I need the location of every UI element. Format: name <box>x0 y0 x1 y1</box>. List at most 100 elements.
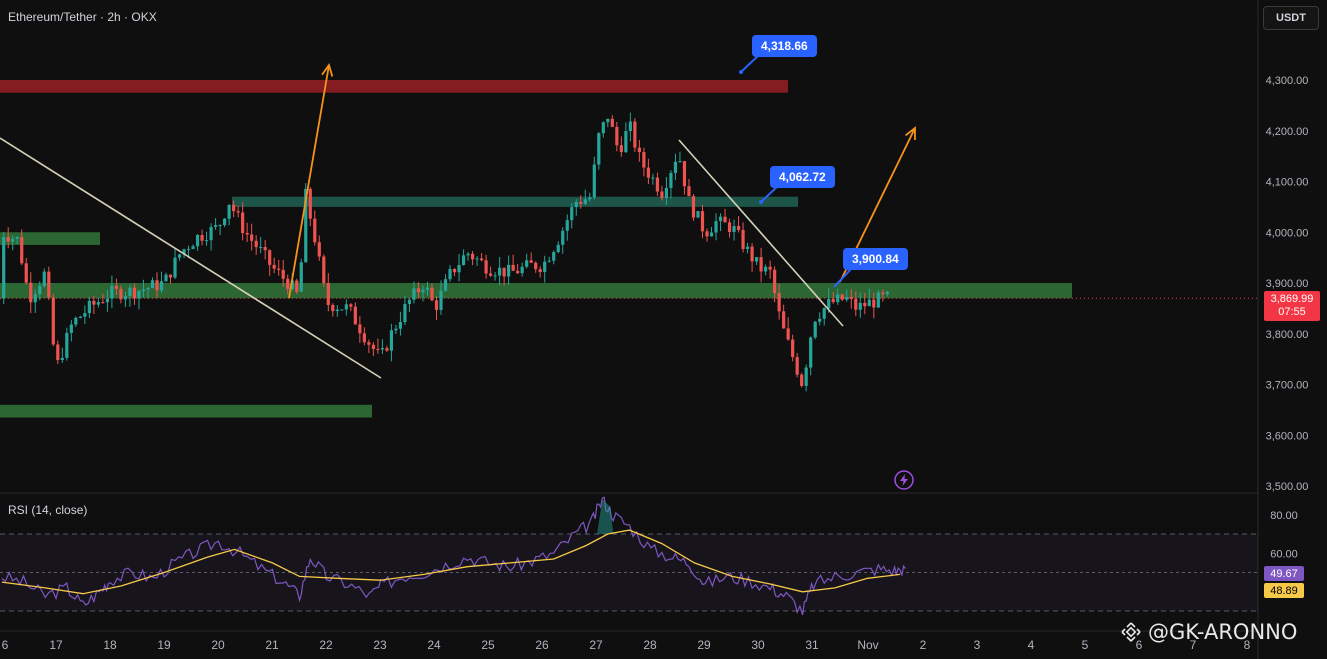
candle-body <box>236 211 240 213</box>
candle-body <box>881 292 885 295</box>
candle-body <box>845 296 849 300</box>
candle-body <box>750 246 754 262</box>
candle-body <box>583 199 587 204</box>
candle-body <box>849 296 853 299</box>
candle-body <box>813 321 817 338</box>
price-tick: 4,200.00 <box>1266 126 1309 138</box>
candle-body <box>380 348 385 350</box>
candle-body <box>340 309 344 311</box>
candle-body <box>700 211 705 232</box>
watermark: @GK-ARONNO <box>1120 620 1297 644</box>
trendline-1 <box>0 137 382 379</box>
price-tick: 4,100.00 <box>1266 177 1309 189</box>
price-callout-low[interactable]: 3,900.84 <box>843 248 908 270</box>
candle-body <box>655 177 660 192</box>
candle-body <box>326 283 330 305</box>
candle-body <box>615 126 619 146</box>
symbol-title[interactable]: Ethereum/Tether · 2h · OKX <box>8 10 157 24</box>
candle-body <box>619 145 623 153</box>
candle-body <box>547 260 551 262</box>
time-tick: 17 <box>49 638 63 652</box>
candle-body <box>786 328 790 340</box>
candle-body <box>286 278 290 289</box>
time-tick: 23 <box>373 638 387 652</box>
time-tick: 22 <box>319 638 333 652</box>
candle-body <box>651 177 655 179</box>
candle-body <box>0 298 1 300</box>
candle-body <box>335 309 339 312</box>
arrow-up-1 <box>288 64 330 299</box>
candle-body <box>209 226 213 241</box>
candle-body <box>484 260 488 274</box>
time-tick: 20 <box>211 638 225 652</box>
candle-body <box>489 273 493 276</box>
candle-body <box>20 237 24 264</box>
candle-body <box>421 289 425 293</box>
lightning-icon[interactable] <box>894 470 914 490</box>
candle-body <box>822 308 826 319</box>
candle-body <box>493 275 497 277</box>
candle-body <box>727 222 732 232</box>
callout-anchor-mid <box>759 200 763 204</box>
candle-body <box>867 299 871 307</box>
time-tick: 8 <box>1244 638 1251 652</box>
candle-body <box>470 253 475 260</box>
candle-body <box>434 300 439 310</box>
candles <box>0 112 889 392</box>
candle-body <box>389 330 394 351</box>
time-tick: 4 <box>1028 638 1035 652</box>
candle-body <box>709 232 714 237</box>
candle-body <box>624 131 628 153</box>
candle-body <box>543 261 547 272</box>
candle-body <box>529 260 533 263</box>
candle-body <box>714 221 718 233</box>
candle-body <box>525 260 529 267</box>
candle-body <box>241 212 245 233</box>
candle-body <box>177 254 182 258</box>
candle-body <box>669 172 673 188</box>
candle-body <box>132 287 137 299</box>
candle-body <box>137 291 141 299</box>
candle-body <box>141 289 146 292</box>
candle-body <box>556 244 560 253</box>
candle-body <box>15 237 19 239</box>
candle-body <box>403 303 407 323</box>
candle-body <box>29 282 33 303</box>
candle-body <box>2 236 6 299</box>
candle-body <box>168 274 173 278</box>
currency-button[interactable]: USDT <box>1263 6 1319 30</box>
candle-body <box>83 313 87 317</box>
binance-logo-icon <box>1121 622 1141 642</box>
candle-body <box>736 226 741 230</box>
rsi-title[interactable]: RSI (14, close) <box>8 503 88 517</box>
candle-body <box>443 279 448 291</box>
candle-body <box>33 294 37 303</box>
candle-body <box>394 328 398 331</box>
rsi-overbought-fill <box>597 499 614 534</box>
candle-body <box>358 324 362 334</box>
time-tick: 21 <box>265 638 279 652</box>
candle-body <box>795 357 799 375</box>
candle-body <box>606 118 610 123</box>
candle-body <box>250 234 254 241</box>
price-callout-mid[interactable]: 4,062.72 <box>770 166 835 188</box>
candle-body <box>349 304 353 307</box>
candle-body <box>425 287 430 290</box>
candle-body <box>601 122 605 134</box>
candle-body <box>164 274 168 282</box>
candle-body <box>182 249 186 255</box>
candle-body <box>56 344 60 361</box>
candle-body <box>516 270 520 274</box>
rsi-axis: 80.00 60.00 <box>1270 510 1298 561</box>
candle-body <box>119 288 123 300</box>
candle-body <box>317 242 321 257</box>
rsi-tick: 80.00 <box>1270 510 1298 522</box>
bar-countdown: 07:55 <box>1278 306 1306 318</box>
candle-body <box>245 232 249 235</box>
callout-pointer-low <box>833 267 853 288</box>
candle-body <box>105 298 109 303</box>
price-callout-high[interactable]: 4,318.66 <box>752 35 817 57</box>
candle-body <box>502 267 506 277</box>
